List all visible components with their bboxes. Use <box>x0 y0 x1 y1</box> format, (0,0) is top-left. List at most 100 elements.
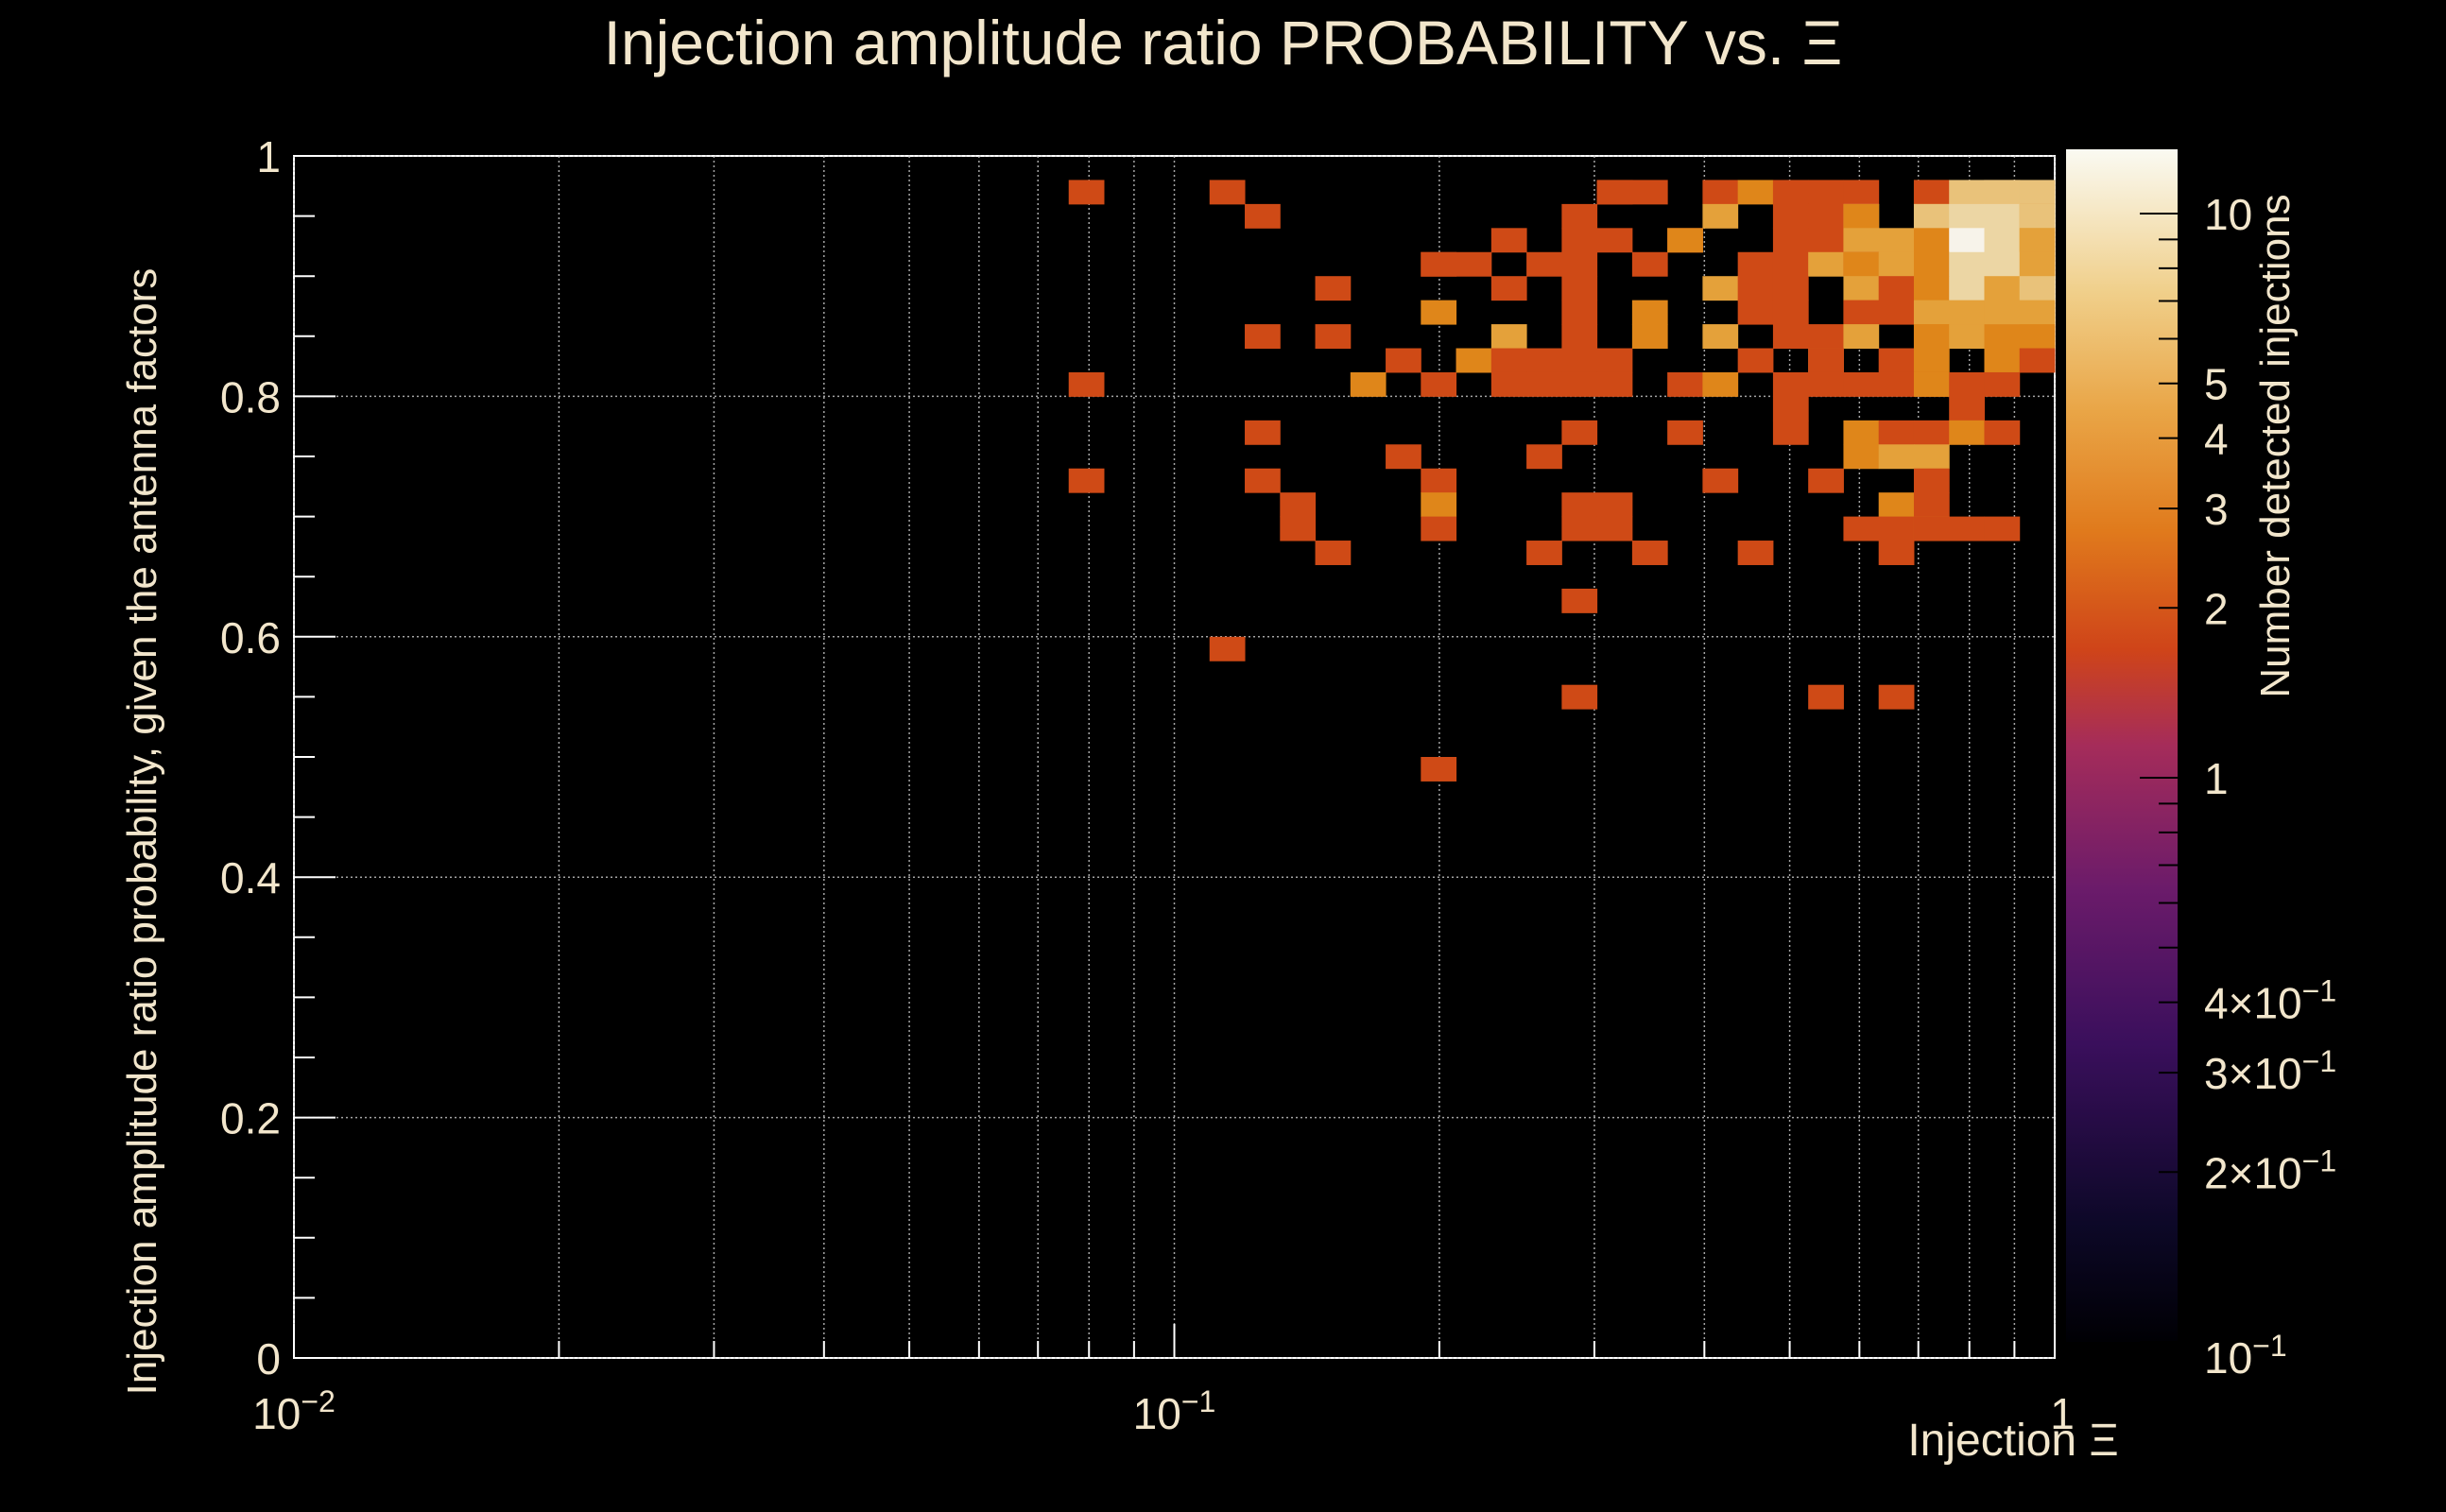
heatmap-cell <box>1772 396 1809 421</box>
heatmap-cell <box>1949 516 1985 541</box>
heatmap-cell <box>1808 684 1844 710</box>
heatmap-cell <box>1596 228 1633 253</box>
heatmap-cell <box>1209 636 1246 662</box>
colorbar-tick-label: 1 <box>2204 754 2229 803</box>
heatmap-cell <box>1913 276 1950 301</box>
heatmap-cell <box>1984 348 2021 373</box>
heatmap-cell <box>1913 492 1950 518</box>
heatmap-cell <box>1913 444 1950 470</box>
heatmap-cell <box>1702 371 1739 397</box>
heatmap-cell <box>1561 300 1598 325</box>
heatmap-cell <box>1702 468 1739 493</box>
heatmap-cell <box>1245 324 1281 350</box>
heatmap-cell <box>1984 276 2021 301</box>
heatmap-cell <box>1843 251 1880 277</box>
heatmap-cell <box>1878 276 1915 301</box>
heatmap-cell <box>1737 541 1774 565</box>
heatmap-cell <box>1913 251 1950 277</box>
heatmap-cell <box>1490 324 1527 350</box>
colorbar-ticks <box>2140 213 2178 1343</box>
heatmap-cell <box>2019 180 2056 205</box>
heatmap-cell <box>1949 251 1985 277</box>
colorbar-tick-label: 3 <box>2204 485 2229 534</box>
heatmap-cell <box>1878 444 1915 470</box>
heatmap-cell <box>1068 371 1105 397</box>
y-tick-labels: 0 0.2 0.4 0.6 0.8 1 <box>220 132 281 1383</box>
heatmap-cell <box>1561 228 1598 253</box>
heatmap-cell <box>1561 492 1598 518</box>
heatmap-cell <box>1245 468 1281 493</box>
heatmap-cell <box>1526 251 1562 277</box>
heatmap-cell <box>1561 324 1598 350</box>
heatmap-cell <box>1245 420 1281 445</box>
heatmap-cell <box>1209 180 1246 205</box>
heatmap-cell <box>1561 251 1598 277</box>
y-tick-label: 0.6 <box>220 613 281 662</box>
heatmap-cell <box>1737 300 1774 325</box>
heatmap-cell <box>1772 324 1809 350</box>
heatmap-cell <box>1808 228 1844 253</box>
heatmap-cell <box>1737 251 1774 277</box>
heatmap-cell <box>1949 396 1985 421</box>
heatmap-cell <box>1878 251 1915 277</box>
heatmap-cell <box>1631 180 1668 205</box>
heatmap-cell <box>1878 492 1915 518</box>
colorbar-tick-label: 10 <box>2204 190 2252 239</box>
colorbar-tick-label: 2×10−1 <box>2204 1143 2336 1197</box>
heatmap-cell <box>1949 300 1985 325</box>
y-tick-label: 0.2 <box>220 1094 281 1143</box>
heatmap-cell <box>1596 492 1633 518</box>
heatmap-cell <box>1772 300 1809 325</box>
y-tick-label: 0.4 <box>220 853 281 902</box>
heatmap-cell <box>1949 276 1985 301</box>
heatmap-cell <box>1984 324 2021 350</box>
heatmap-cell <box>1913 203 1950 229</box>
heatmap-cell <box>1561 348 1598 373</box>
heatmap-cell <box>1421 371 1457 397</box>
heatmap-cell <box>1561 516 1598 541</box>
heatmap-cell <box>1772 180 1809 205</box>
heatmap-cell <box>1490 276 1527 301</box>
heatmap-cell <box>1667 228 1703 253</box>
heatmap-cell <box>1667 371 1703 397</box>
heatmap-cell <box>1878 348 1915 373</box>
heatmap-cell <box>1808 371 1844 397</box>
colorbar-tick-labels: 10−1 2×10−1 3×10−1 4×10−1 1 2 3 4 5 10 <box>2204 190 2336 1383</box>
heatmap-cell <box>1315 324 1352 350</box>
heatmap-cell <box>2019 251 2056 277</box>
heatmap-cell <box>1878 516 1915 541</box>
heatmap-cell <box>1561 588 1598 613</box>
heatmap-cell <box>1526 541 1562 565</box>
heatmap-cell <box>1808 324 1844 350</box>
y-tick-label: 0 <box>256 1334 281 1383</box>
heatmap-cell <box>2019 348 2056 373</box>
heatmap-cell <box>1808 203 1844 229</box>
heatmap-cell <box>1984 371 2021 397</box>
heatmap-cell <box>1808 251 1844 277</box>
heatmap-cell <box>1561 684 1598 710</box>
x-tick-label: 10−1 <box>1133 1384 1216 1438</box>
heatmap-cell <box>2019 300 2056 325</box>
heatmap-cell <box>1280 516 1317 541</box>
colorbar-tick-label: 4 <box>2204 415 2229 464</box>
heatmap-cell <box>1631 541 1668 565</box>
heatmap-cell <box>1490 228 1527 253</box>
x-axis-label: Injection Ξ <box>1907 1416 2118 1466</box>
heatmap-cell <box>1421 300 1457 325</box>
y-tick-label: 1 <box>256 132 281 181</box>
heatmap-cell <box>1808 348 1844 373</box>
heatmap-cell <box>1878 541 1915 565</box>
heatmap-cell <box>1772 371 1809 397</box>
colorbar: 10−1 2×10−1 3×10−1 4×10−1 1 2 3 4 5 10 Number det… <box>2066 149 2336 1383</box>
heatmap-cell <box>1421 492 1457 518</box>
heatmap-cell <box>1984 251 2021 277</box>
heatmap-cell <box>1526 444 1562 470</box>
heatmap-cell <box>1350 371 1387 397</box>
heatmap-cell <box>1772 228 1809 253</box>
colorbar-tick-label: 5 <box>2204 360 2229 409</box>
heatmap-cell <box>1631 324 1668 350</box>
heatmap-cell <box>1984 516 2021 541</box>
heatmap-cell <box>1456 348 1492 373</box>
heatmap-cell <box>1984 420 2021 445</box>
chart-title: Injection amplitude ratio PROBABILITY vs… <box>604 8 1843 77</box>
